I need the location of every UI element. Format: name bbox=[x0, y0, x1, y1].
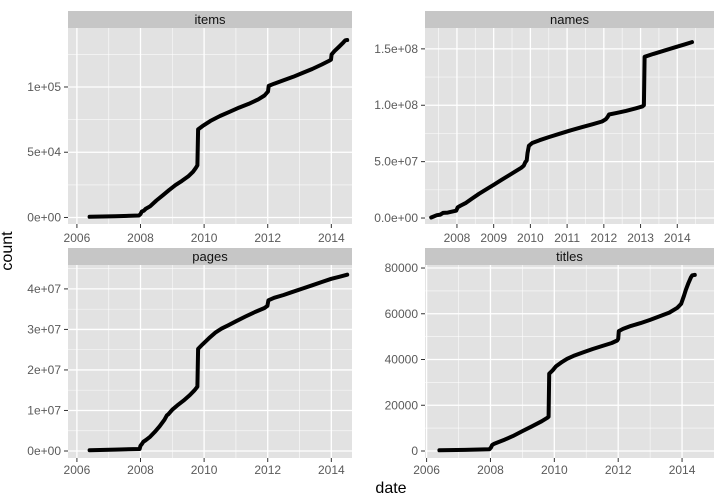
x-tick-label: 2012 bbox=[590, 231, 617, 245]
y-tick-label: 20000 bbox=[385, 398, 419, 412]
y-tick-label: 0.0e+00 bbox=[374, 211, 418, 225]
x-tick-label: 2010 bbox=[191, 463, 218, 477]
y-tick-label: 1.0e+08 bbox=[374, 98, 418, 112]
data-line-pages bbox=[87, 272, 350, 453]
x-tick-label: 2014 bbox=[664, 231, 691, 245]
facet-strip bbox=[68, 248, 352, 265]
x-tick-label: 2014 bbox=[318, 463, 345, 477]
y-tick-label: 1.5e+08 bbox=[374, 42, 418, 56]
y-tick-label: 0 bbox=[411, 444, 418, 458]
facet-strip-title: titles bbox=[556, 249, 583, 264]
y-tick-label: 5.0e+07 bbox=[374, 155, 418, 169]
y-tick-label: 1e+05 bbox=[27, 80, 61, 94]
x-tick-label: 2014 bbox=[669, 463, 696, 477]
x-tick-label: 2009 bbox=[480, 231, 507, 245]
y-axis-label: count bbox=[0, 231, 16, 271]
y-tick-label: 2e+07 bbox=[27, 363, 61, 377]
data-line-titles bbox=[437, 272, 697, 453]
facet-strip bbox=[68, 11, 352, 28]
x-tick-label: 2011 bbox=[554, 231, 580, 245]
facet-strip bbox=[425, 11, 714, 28]
facet-strip-title: items bbox=[194, 12, 226, 27]
x-tick-label: 2012 bbox=[254, 463, 281, 477]
x-tick-label: 2006 bbox=[413, 463, 440, 477]
panel-background bbox=[425, 265, 714, 458]
x-tick-label: 2012 bbox=[605, 463, 632, 477]
facet-strip-title: pages bbox=[192, 249, 228, 264]
x-tick-label: 2008 bbox=[444, 231, 471, 245]
panel-background bbox=[68, 265, 352, 458]
y-tick-label: 5e+04 bbox=[27, 145, 61, 159]
x-tick-label: 2010 bbox=[191, 231, 218, 245]
x-tick-label: 2008 bbox=[477, 463, 504, 477]
x-tick-label: 2008 bbox=[127, 463, 154, 477]
x-tick-label: 2006 bbox=[64, 463, 91, 477]
facet-strip bbox=[425, 248, 714, 265]
y-tick-label: 60000 bbox=[385, 307, 419, 321]
x-tick-label: 2010 bbox=[517, 231, 544, 245]
x-tick-label: 2013 bbox=[627, 231, 654, 245]
y-tick-label: 0e+00 bbox=[27, 444, 61, 458]
x-tick-label: 2012 bbox=[254, 231, 281, 245]
panel-background bbox=[425, 28, 714, 224]
x-tick-label: 2010 bbox=[541, 463, 568, 477]
x-tick-label: 2006 bbox=[64, 231, 91, 245]
y-tick-label: 80000 bbox=[385, 261, 419, 275]
y-tick-label: 0e+00 bbox=[27, 210, 61, 224]
facet-strip-title: names bbox=[550, 12, 590, 27]
x-axis-label: date bbox=[375, 480, 407, 497]
data-line-items bbox=[87, 38, 350, 219]
y-tick-label: 3e+07 bbox=[27, 322, 61, 336]
y-tick-label: 4e+07 bbox=[27, 282, 61, 296]
y-tick-label: 40000 bbox=[385, 353, 419, 367]
panel-background bbox=[68, 28, 352, 224]
y-tick-label: 1e+07 bbox=[27, 403, 61, 417]
data-line-names bbox=[429, 40, 694, 220]
x-tick-label: 2008 bbox=[127, 231, 154, 245]
x-tick-label: 2014 bbox=[318, 231, 345, 245]
